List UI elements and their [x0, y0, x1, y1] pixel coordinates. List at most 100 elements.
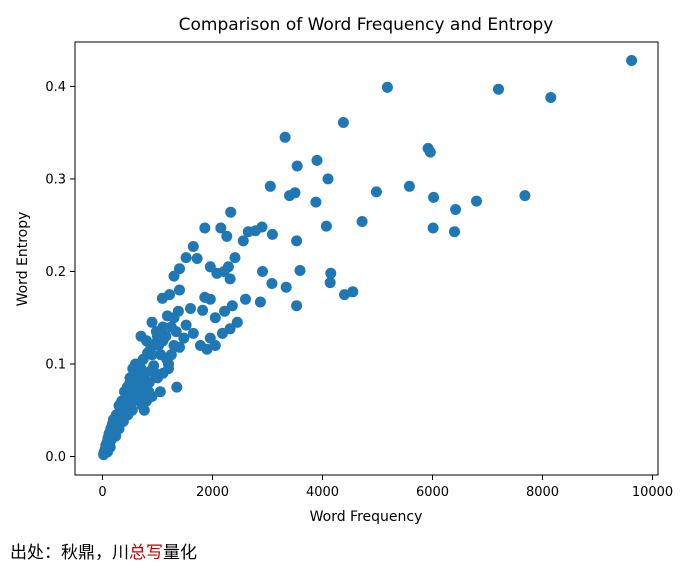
source-prefix: 出处：秋鼎，川 — [10, 543, 129, 563]
data-point-25 — [291, 235, 303, 247]
y-axis-label: Word Entropy — [15, 212, 31, 307]
data-point-2 — [545, 92, 557, 103]
y-tick-label-4: 0.4 — [45, 80, 66, 95]
data-point-1 — [493, 83, 504, 95]
data-point-52 — [266, 278, 278, 289]
source-caption: 出处：秋鼎，川总写量化 — [10, 538, 197, 563]
data-point-21 — [427, 222, 439, 234]
data-point-50 — [224, 273, 236, 285]
data-point-70 — [216, 327, 228, 339]
x-tick-label-2: 4000 — [306, 485, 339, 500]
data-point-10 — [322, 173, 334, 185]
data-point-143 — [165, 321, 177, 333]
data-point-47 — [174, 284, 185, 296]
data-point-20 — [450, 204, 462, 215]
scatter-chart: 0 2000 4000 6000 8000 10000 0.0 0.1 0.2 0.3 0.4 C… — [15, 15, 673, 525]
data-point-19 — [519, 190, 531, 202]
data-point-40 — [187, 241, 199, 252]
data-point-0 — [626, 55, 638, 66]
x-tick-label-1: 2000 — [196, 485, 229, 500]
data-point-169 — [146, 390, 158, 402]
data-point-151 — [163, 358, 174, 370]
data-point-163 — [108, 425, 119, 437]
data-point-154 — [178, 332, 190, 344]
data-point-8 — [291, 160, 303, 172]
data-point-14 — [310, 196, 322, 208]
data-point-15 — [370, 186, 382, 198]
x-axis: 0 2000 4000 6000 8000 10000 — [98, 475, 673, 500]
data-point-3 — [381, 81, 393, 93]
data-point-17 — [428, 191, 440, 203]
data-point-62 — [226, 300, 238, 312]
data-point-42 — [180, 252, 192, 264]
data-point-11 — [264, 180, 276, 192]
data-point-165 — [127, 395, 139, 407]
x-tick-label-4: 8000 — [526, 485, 559, 500]
data-point-87 — [135, 330, 147, 342]
data-points — [98, 55, 638, 461]
data-point-49 — [204, 293, 216, 305]
data-point-82 — [209, 340, 221, 351]
data-point-18 — [471, 195, 482, 207]
y-tick-label-3: 0.3 — [45, 172, 66, 187]
data-point-142 — [160, 330, 172, 342]
x-tick-label-5: 10000 — [632, 485, 673, 500]
data-point-66 — [185, 303, 196, 314]
data-point-33 — [199, 222, 211, 234]
y-tick-label-1: 0.1 — [45, 357, 66, 372]
data-point-35 — [229, 252, 241, 264]
data-point-79 — [171, 381, 183, 393]
chart-title: Comparison of Word Frequency and Entropy — [179, 15, 554, 35]
data-point-84 — [146, 316, 158, 328]
data-point-158 — [124, 377, 136, 388]
data-point-31 — [225, 206, 237, 218]
data-point-60 — [254, 296, 266, 308]
data-point-148 — [148, 360, 160, 372]
source-suffix: 量化 — [163, 543, 197, 563]
data-point-46 — [164, 289, 176, 301]
data-point-153 — [174, 341, 185, 353]
data-point-150 — [157, 367, 169, 379]
data-point-53 — [280, 281, 292, 293]
data-point-24 — [320, 220, 332, 232]
y-tick-label-2: 0.2 — [45, 265, 66, 280]
data-point-55 — [325, 267, 337, 279]
x-axis-label: Word Frequency — [310, 509, 423, 525]
data-point-83 — [201, 343, 213, 355]
data-point-26 — [266, 228, 278, 240]
x-tick-label-3: 6000 — [416, 485, 449, 500]
data-point-4 — [337, 117, 349, 128]
data-point-41 — [191, 253, 203, 264]
y-tick-label-0: 0.0 — [45, 450, 66, 465]
data-point-9 — [311, 154, 323, 166]
data-point-152 — [165, 349, 177, 361]
data-point-81 — [231, 316, 243, 328]
data-point-134 — [102, 446, 113, 458]
data-point-164 — [104, 437, 116, 449]
source-highlight: 总写 — [129, 543, 163, 563]
data-point-44 — [168, 270, 180, 282]
plot-area — [74, 41, 659, 476]
data-point-23 — [356, 216, 368, 227]
data-point-54 — [294, 265, 306, 276]
data-point-65 — [197, 304, 209, 316]
data-point-7 — [279, 131, 291, 143]
data-point-30 — [237, 235, 249, 247]
data-point-6 — [424, 146, 436, 158]
x-tick-label-0: 0 — [98, 485, 106, 500]
data-point-59 — [291, 300, 303, 312]
data-point-74 — [180, 319, 192, 331]
data-point-144 — [168, 312, 180, 324]
data-point-22 — [449, 226, 460, 238]
data-point-58 — [347, 286, 359, 298]
data-point-34 — [221, 230, 233, 242]
data-point-146 — [150, 326, 162, 338]
data-point-73 — [187, 327, 199, 339]
data-point-61 — [240, 293, 251, 305]
data-point-32 — [215, 222, 227, 234]
data-point-56 — [324, 277, 336, 289]
data-point-64 — [209, 312, 221, 324]
data-point-126 — [138, 404, 150, 416]
data-point-91 — [154, 386, 166, 398]
data-point-63 — [219, 305, 231, 317]
